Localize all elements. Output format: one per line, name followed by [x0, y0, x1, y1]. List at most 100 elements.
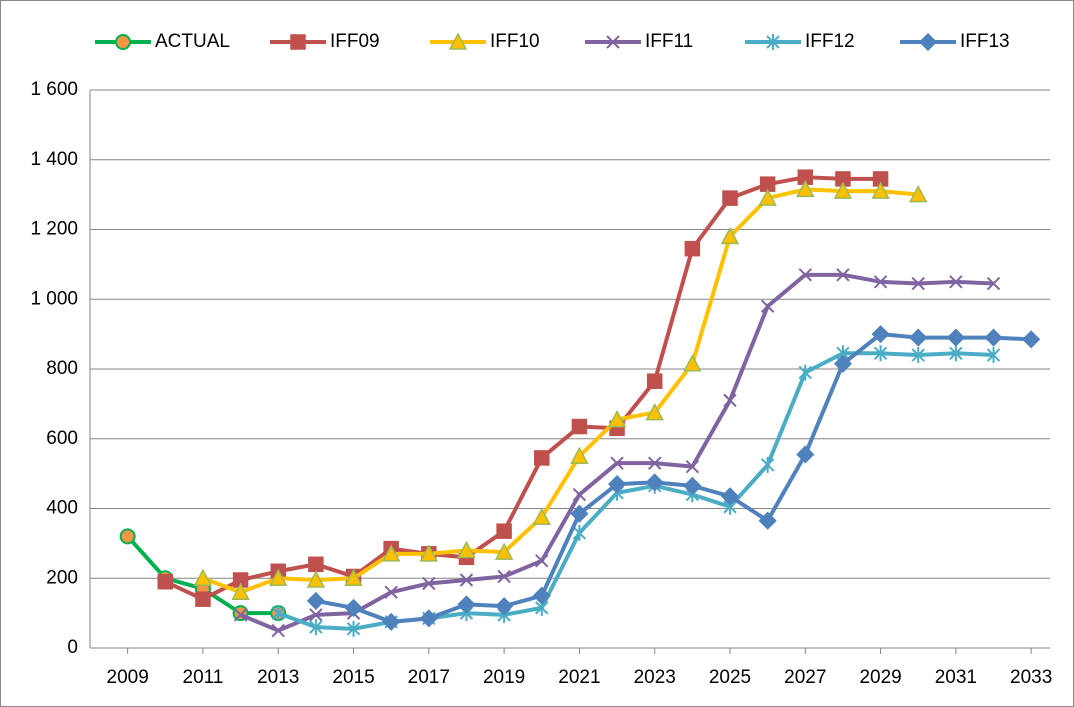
marker — [384, 585, 398, 599]
marker — [796, 445, 815, 464]
marker — [571, 418, 588, 435]
marker — [271, 605, 285, 622]
y-tick-label: 1 400 — [30, 149, 78, 170]
legend-item: ACTUAL — [95, 31, 230, 52]
marker — [532, 507, 552, 525]
marker — [918, 32, 938, 52]
marker — [448, 32, 468, 50]
marker — [1022, 330, 1041, 349]
marker — [157, 573, 174, 590]
x-tick-label: 2017 — [408, 667, 450, 688]
marker — [908, 185, 928, 203]
y-tick-label: 1 000 — [30, 288, 78, 309]
marker — [570, 504, 589, 523]
marker — [422, 576, 436, 591]
y-tick-label: 200 — [46, 567, 78, 588]
marker — [723, 393, 737, 408]
marker — [606, 35, 620, 49]
marker — [494, 542, 514, 560]
marker — [535, 554, 549, 568]
marker — [193, 568, 213, 586]
series — [193, 179, 928, 600]
series — [233, 268, 1001, 638]
marker — [986, 276, 1001, 291]
y-tick-label: 1 200 — [30, 219, 78, 240]
marker — [758, 188, 777, 206]
marker — [309, 608, 323, 622]
marker — [760, 299, 775, 313]
marker — [833, 181, 853, 199]
marker — [720, 226, 740, 245]
marker — [949, 275, 963, 289]
marker — [381, 544, 401, 562]
x-tick-label: 2025 — [709, 667, 751, 688]
marker — [572, 524, 587, 541]
x-tick-label: 2011 — [183, 667, 224, 688]
y-tick-label: 600 — [46, 428, 78, 449]
marker — [532, 586, 551, 605]
marker — [119, 528, 136, 545]
marker — [911, 276, 925, 291]
marker — [308, 556, 324, 573]
marker — [683, 354, 702, 372]
legend-item: IFF13 — [900, 31, 1010, 52]
marker — [909, 328, 928, 347]
marker — [496, 523, 512, 539]
legend-label: ACTUAL — [155, 31, 230, 52]
marker — [984, 328, 1003, 347]
marker — [607, 409, 627, 428]
marker — [344, 568, 363, 586]
marker — [722, 190, 738, 206]
legend-label: IFF09 — [330, 31, 380, 52]
marker — [195, 591, 211, 607]
marker — [873, 275, 888, 289]
marker — [684, 240, 701, 257]
x-tick-label: 2021 — [558, 667, 600, 688]
marker — [306, 591, 325, 610]
marker — [871, 325, 890, 344]
marker — [457, 540, 476, 559]
marker — [646, 373, 663, 389]
x-tick-label: 2029 — [859, 667, 901, 688]
marker — [115, 34, 131, 50]
marker — [495, 597, 514, 616]
series — [306, 325, 1041, 631]
marker — [290, 34, 306, 50]
marker — [233, 608, 248, 622]
marker — [309, 619, 323, 636]
legend-item: IFF12 — [745, 31, 855, 52]
x-tick-label: 2013 — [257, 667, 299, 688]
marker — [344, 598, 363, 617]
marker — [836, 268, 850, 282]
y-tick-label: 800 — [46, 358, 78, 379]
marker — [685, 459, 700, 474]
marker — [946, 328, 965, 347]
marker — [231, 582, 250, 600]
line — [202, 187, 919, 595]
x-tick-label: 2027 — [784, 667, 826, 688]
marker — [766, 34, 780, 50]
marker — [873, 345, 888, 362]
marker — [268, 568, 288, 586]
legend-label: IFF12 — [805, 31, 855, 52]
marker — [572, 487, 587, 502]
marker — [758, 511, 777, 530]
marker — [457, 595, 476, 614]
marker — [306, 570, 326, 588]
x-tick-label: 2023 — [634, 667, 676, 688]
y-tick-label: 0 — [67, 637, 78, 658]
x-tick-label: 2009 — [107, 667, 149, 688]
y-tick-label: 400 — [46, 498, 78, 519]
marker — [419, 544, 439, 562]
marker — [607, 475, 627, 494]
x-tick-label: 2031 — [935, 667, 977, 688]
marker — [534, 450, 550, 466]
marker — [497, 569, 511, 584]
marker — [833, 354, 853, 373]
marker — [459, 573, 474, 587]
marker — [346, 620, 361, 637]
marker — [419, 609, 438, 628]
marker — [720, 487, 740, 506]
marker — [647, 456, 662, 470]
